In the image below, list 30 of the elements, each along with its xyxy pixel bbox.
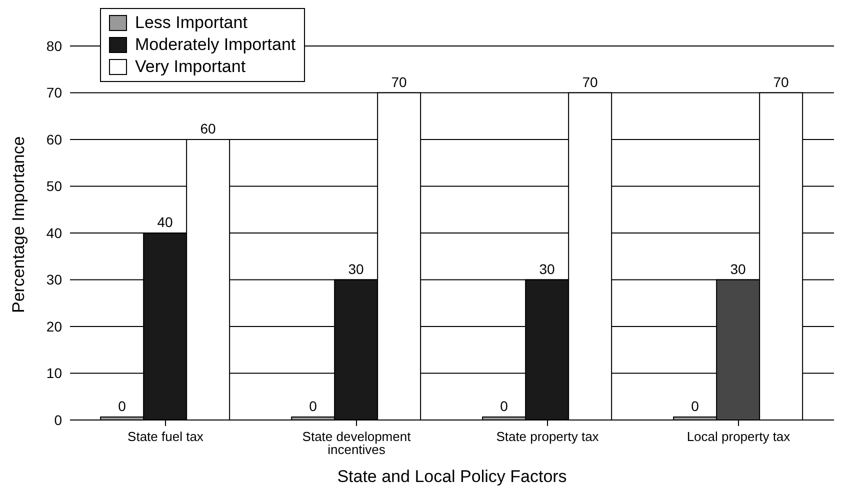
data-label: 0 <box>309 398 318 414</box>
y-tick-label: 70 <box>46 84 62 101</box>
data-label: 70 <box>773 74 790 90</box>
data-label: 0 <box>500 398 508 414</box>
data-label: 60 <box>200 120 216 136</box>
y-tick-label: 20 <box>46 318 62 334</box>
data-label: 30 <box>348 260 364 277</box>
y-tick-label: 80 <box>46 38 62 54</box>
data-label: 70 <box>582 74 598 90</box>
y-tick-label: 10 <box>46 365 62 382</box>
x-tick-label: State development incentives <box>302 429 412 458</box>
data-label: 30 <box>730 260 746 277</box>
y-axis-title: Percentage Importance <box>9 136 28 313</box>
x-tick-label: State fuel tax <box>128 429 204 444</box>
data-label: 0 <box>118 398 126 414</box>
y-tick-label: 50 <box>46 178 62 194</box>
y-tick-label: 0 <box>54 412 62 428</box>
x-tick-label: Local property tax <box>686 429 791 444</box>
legend-label: Very Important <box>135 57 246 77</box>
data-label: 0 <box>691 398 700 414</box>
data-label: 40 <box>157 214 174 230</box>
y-tick-label: 60 <box>46 131 62 148</box>
x-tick-label: State property tax <box>496 429 600 444</box>
y-tick-label: 40 <box>46 224 62 241</box>
x-axis-title: State and Local Policy Factors <box>337 467 567 486</box>
legend-label: Moderately Important <box>135 35 296 55</box>
data-label: 70 <box>391 74 408 90</box>
data-label: 30 <box>539 260 556 277</box>
y-tick-label: 30 <box>46 272 62 288</box>
legend-label: Less Important <box>135 13 248 33</box>
